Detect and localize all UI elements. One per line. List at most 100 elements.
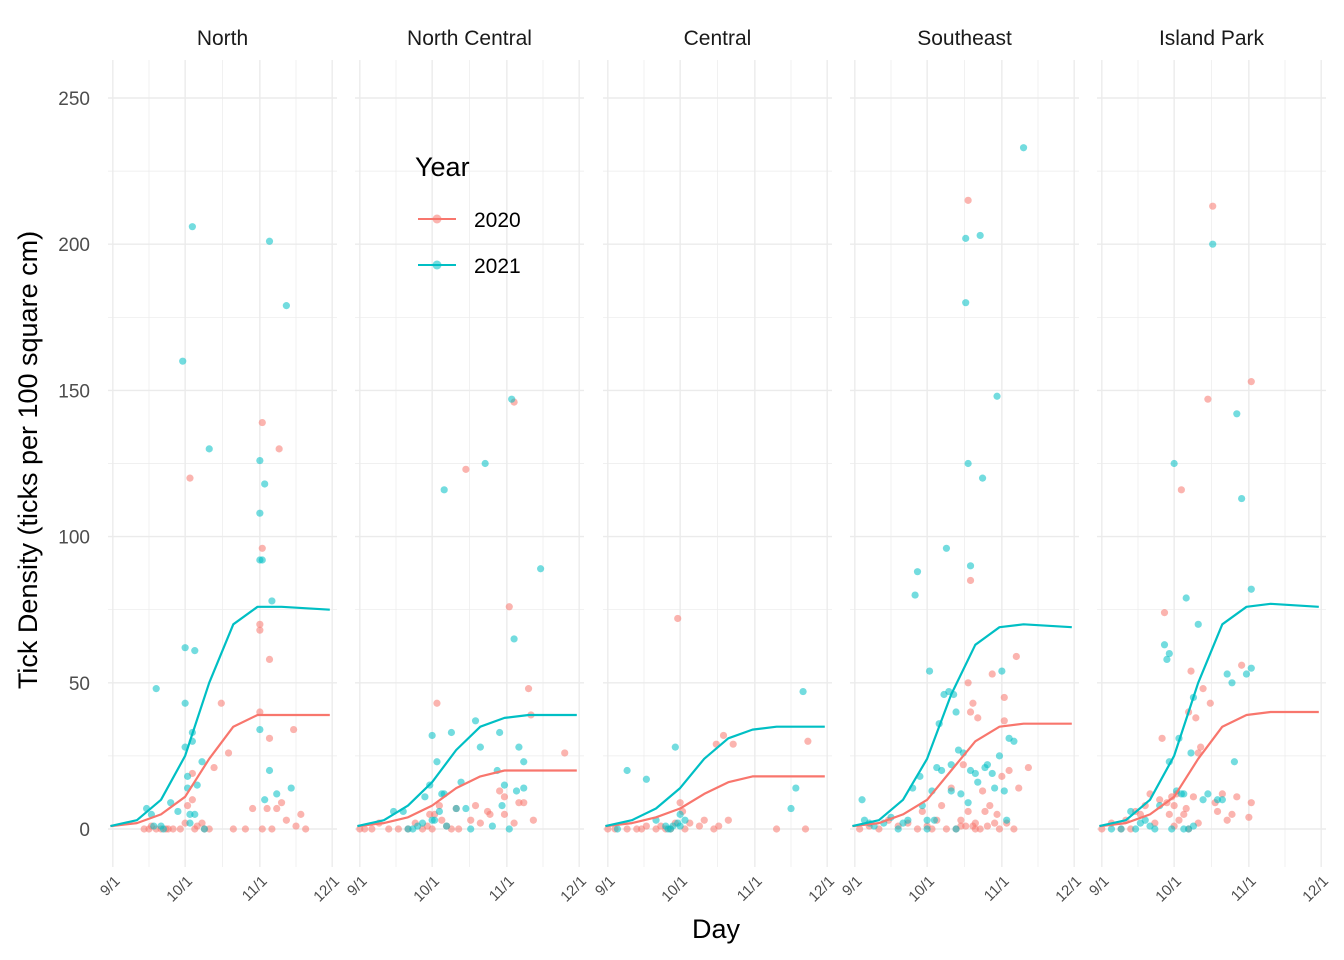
fit-line-2020 <box>852 722 1072 828</box>
point-2021 <box>964 799 972 807</box>
point-2021 <box>957 790 965 798</box>
point-2021 <box>974 778 982 786</box>
point-2020 <box>191 825 199 833</box>
point-2020 <box>1000 693 1008 702</box>
panel-central: Central 9/1 10/1 11/1 12/1 <box>592 27 838 905</box>
point-2020 <box>913 825 922 833</box>
point-2020 <box>428 825 436 833</box>
point-2021 <box>205 445 213 453</box>
point-2020 <box>275 445 283 453</box>
point-2020 <box>1238 661 1246 669</box>
point-2021 <box>435 807 443 816</box>
point-2021 <box>258 556 266 564</box>
point-2021 <box>191 810 199 818</box>
point-2021 <box>1247 664 1255 672</box>
point-2020 <box>496 787 504 795</box>
x-tick-label: 12/1 <box>1299 873 1332 906</box>
point-2020 <box>642 822 650 830</box>
point-2020 <box>210 763 218 772</box>
point-2020 <box>991 819 999 827</box>
point-2020 <box>438 816 446 824</box>
point-2020 <box>140 825 148 833</box>
point-2020 <box>241 825 249 833</box>
point-2021 <box>671 743 679 751</box>
point-2020 <box>966 708 975 716</box>
fit-line-2021 <box>605 725 825 828</box>
point-2020 <box>1005 766 1013 775</box>
point-2021 <box>1223 670 1231 678</box>
fit-line-2020 <box>1099 710 1319 828</box>
point-2021 <box>1189 822 1198 830</box>
point-2020 <box>256 620 264 628</box>
point-2020 <box>455 825 463 833</box>
point-2021 <box>792 784 800 792</box>
x-tick-label: 9/1 <box>344 873 371 900</box>
point-2020 <box>1010 825 1018 833</box>
point-2020 <box>1218 790 1226 798</box>
point-2020 <box>368 825 376 833</box>
point-2021 <box>962 299 970 307</box>
point-2020 <box>1180 810 1188 818</box>
point-2021 <box>1199 796 1207 804</box>
point-2020 <box>467 816 475 824</box>
point-2021 <box>676 810 684 818</box>
point-2020 <box>505 603 513 611</box>
fit-line-2021 <box>110 605 330 828</box>
point-2020 <box>188 796 196 804</box>
point-2021 <box>467 825 475 833</box>
point-2021 <box>1182 594 1190 602</box>
point-2021 <box>976 231 984 240</box>
point-2020 <box>1160 609 1169 617</box>
point-2021 <box>669 822 677 830</box>
point-2021 <box>510 635 518 643</box>
legend-entry-2021: 2021 <box>418 255 521 278</box>
facet-label-southeast: Southeast <box>917 27 1012 50</box>
point-2021 <box>1204 790 1212 798</box>
point-2021 <box>1209 240 1217 248</box>
point-2021 <box>623 766 631 775</box>
point-2020 <box>1177 486 1185 494</box>
point-2020 <box>1247 799 1255 807</box>
point-2020 <box>995 825 1004 833</box>
point-2020 <box>249 804 257 813</box>
x-tick-label: 9/1 <box>97 873 124 900</box>
point-2020 <box>729 740 737 748</box>
point-2021 <box>681 816 689 824</box>
point-2020 <box>1206 699 1214 707</box>
point-2021 <box>265 766 274 775</box>
point-2020 <box>263 804 271 813</box>
point-2021 <box>1218 796 1226 804</box>
point-2021 <box>930 816 938 824</box>
point-2020 <box>715 822 723 830</box>
point-2021 <box>1010 737 1018 745</box>
point-2020 <box>302 825 310 833</box>
x-tick-label: 12/1 <box>805 873 838 906</box>
point-2020 <box>1182 804 1190 813</box>
point-2020 <box>1175 816 1183 824</box>
facet-label-central: Central <box>684 27 752 50</box>
point-2021 <box>440 486 448 494</box>
point-2021 <box>799 687 807 696</box>
point-2021 <box>515 743 523 751</box>
point-2021 <box>1003 816 1011 824</box>
point-2020 <box>1192 714 1200 722</box>
point-2021 <box>642 775 650 783</box>
x-tick-label: 11/1 <box>486 873 518 905</box>
point-2020 <box>801 825 810 833</box>
point-2020 <box>229 825 237 833</box>
point-2020 <box>561 749 569 757</box>
point-2020 <box>918 807 926 816</box>
point-2020 <box>524 685 533 693</box>
x-tick-label: 10/1 <box>905 873 938 906</box>
y-tick-label: 150 <box>58 381 90 402</box>
point-2020 <box>1165 810 1173 818</box>
point-2020 <box>1189 793 1198 801</box>
point-2020 <box>986 801 994 810</box>
point-2020 <box>297 810 305 818</box>
point-2021 <box>1163 655 1171 664</box>
point-2020 <box>938 801 946 810</box>
point-2020 <box>974 714 982 722</box>
point-2021 <box>952 825 960 833</box>
point-2021 <box>947 787 955 795</box>
point-2021 <box>1233 410 1241 418</box>
